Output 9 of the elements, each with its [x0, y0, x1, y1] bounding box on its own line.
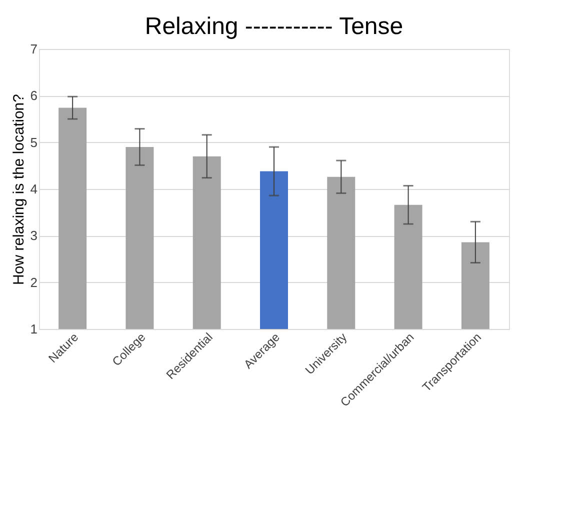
y-axis-title: How relaxing is the location? — [10, 94, 28, 285]
y-tick-label: 5 — [30, 134, 38, 150]
y-tick-label: 6 — [30, 88, 38, 104]
y-tick-label: 3 — [30, 228, 38, 244]
y-tick-label: 1 — [30, 322, 38, 336]
y-tick-label: 2 — [30, 274, 38, 290]
y-tick-label: 4 — [30, 182, 38, 196]
y-tick-label: 7 — [30, 42, 38, 56]
chart-title: Relaxing ----------- Tense — [144, 13, 404, 40]
